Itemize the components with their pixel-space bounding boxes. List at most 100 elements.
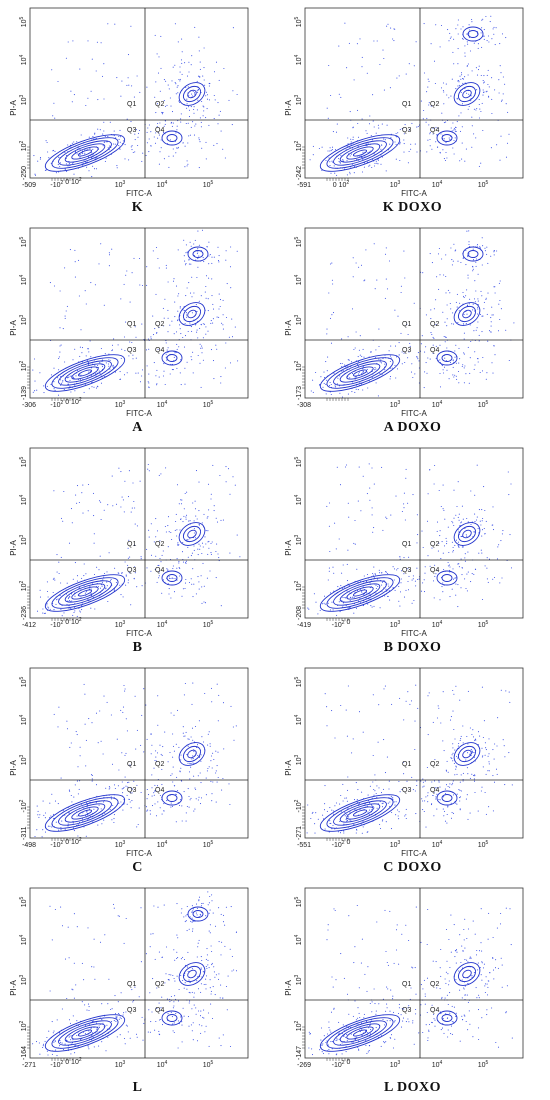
event-dot: [162, 131, 165, 133]
event-dot: [117, 785, 119, 787]
event-dot: [236, 534, 238, 536]
event-dot: [341, 1042, 343, 1044]
event-dot: [125, 1011, 127, 1013]
event-dot: [140, 556, 142, 558]
event-dot: [462, 78, 465, 80]
event-dot: [200, 126, 202, 128]
event-dot: [115, 581, 117, 584]
event-dot: [386, 1020, 388, 1022]
event-dot: [328, 502, 331, 504]
event-dot: [213, 510, 215, 512]
density-contour: [352, 809, 368, 817]
event-dot: [370, 135, 372, 137]
event-dot: [423, 387, 425, 389]
event-dot: [209, 987, 211, 989]
event-dot: [182, 732, 184, 734]
event-dot: [199, 141, 201, 143]
event-dot: [157, 132, 159, 134]
event-dot: [329, 550, 331, 553]
event-dot: [82, 152, 84, 154]
event-dot: [490, 331, 492, 333]
event-dot: [370, 351, 372, 354]
event-dot: [334, 909, 336, 912]
event-dot: [136, 525, 138, 527]
event-dot: [428, 1023, 431, 1026]
event-dot: [382, 998, 384, 1000]
event-dot: [87, 598, 89, 600]
event-dot: [498, 79, 500, 81]
event-dot: [465, 148, 467, 150]
event-dot: [191, 296, 193, 298]
event-dot: [180, 518, 182, 520]
event-dot: [342, 564, 344, 566]
event-dot: [331, 160, 333, 162]
event-dot: [213, 256, 215, 258]
event-dot: [179, 101, 181, 103]
event-dot: [455, 301, 457, 303]
event-dot: [188, 71, 190, 73]
event-dot: [346, 820, 349, 822]
event-dot: [324, 377, 326, 379]
event-dot: [170, 802, 172, 804]
event-dot: [183, 791, 185, 793]
event-dot: [209, 254, 211, 256]
event-dot: [141, 585, 143, 587]
event-dot: [149, 946, 151, 948]
event-dot: [183, 515, 185, 517]
event-dot: [338, 601, 340, 603]
density-contour: [436, 790, 458, 806]
event-dot: [130, 121, 132, 123]
event-dot: [434, 758, 436, 761]
event-dot: [98, 804, 100, 806]
event-dot: [197, 354, 199, 357]
event-dot: [39, 814, 41, 816]
event-dot: [85, 815, 87, 817]
event-dot: [114, 567, 116, 569]
event-dot: [378, 127, 380, 129]
event-dot: [465, 587, 467, 590]
event-dot: [183, 958, 186, 961]
event-dot: [176, 957, 178, 960]
event-dot: [34, 380, 36, 382]
event-dot: [445, 336, 447, 338]
event-dot: [204, 536, 206, 538]
event-dot: [344, 815, 346, 817]
event-dot: [167, 516, 170, 518]
event-dot: [207, 767, 209, 770]
event-dot: [184, 735, 186, 737]
event-dot: [185, 295, 187, 297]
event-dot: [326, 706, 328, 708]
event-dot: [49, 817, 51, 819]
event-dot: [67, 144, 69, 146]
event-dot: [34, 174, 37, 176]
quadrant-label-q1: Q1: [127, 981, 136, 988]
event-dot: [103, 819, 105, 821]
event-dot: [181, 1041, 183, 1043]
event-dot: [344, 812, 346, 814]
event-dot: [415, 813, 417, 815]
event-dot: [178, 293, 180, 295]
event-dot: [482, 766, 484, 768]
event-dot: [458, 382, 460, 384]
event-dot: [449, 362, 452, 364]
event-dot: [214, 994, 216, 996]
event-dot: [91, 966, 93, 968]
event-dot: [435, 299, 437, 301]
event-dot: [176, 951, 178, 953]
event-dot: [182, 561, 185, 563]
event-dot: [481, 747, 483, 749]
event-dot: [497, 330, 500, 332]
population-late-apoptotic: [414, 716, 506, 788]
event-dots: [51, 23, 238, 169]
event-dot: [492, 936, 494, 939]
event-dot: [176, 129, 178, 131]
event-dot: [154, 568, 156, 571]
event-dot: [326, 725, 328, 727]
density-contour: [161, 350, 183, 366]
event-dot: [233, 969, 235, 971]
event-dot: [443, 274, 445, 276]
density-contour: [44, 574, 126, 612]
event-dot: [98, 500, 101, 502]
event-dot: [87, 362, 89, 364]
event-dot: [190, 763, 192, 765]
